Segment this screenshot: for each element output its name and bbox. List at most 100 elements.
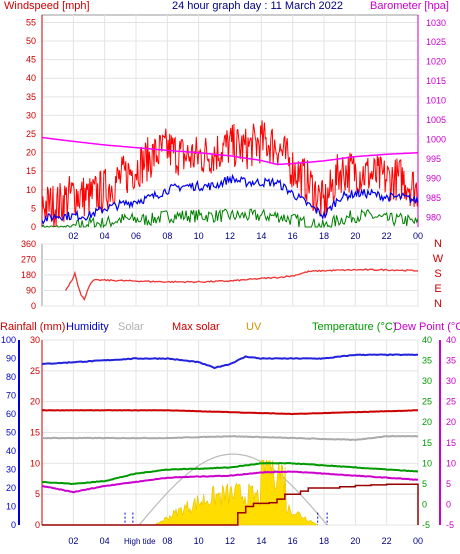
temp-tick-label: 5 [422, 479, 427, 489]
dew-tick-label: 35 [446, 356, 456, 366]
solar-header: Solar [118, 321, 144, 333]
wind-x-tick-label: 08 [162, 231, 172, 241]
rain-x-tick-label: 02 [68, 536, 78, 546]
baro-tick-label: 1015 [426, 76, 446, 86]
rain-tick-label: 10 [30, 458, 40, 468]
temp-tick-label: 20 [422, 417, 432, 427]
wind-tick-label: 10 [26, 185, 36, 195]
wind-x-tick-label: 02 [68, 231, 78, 241]
dew-tick-label: 5 [446, 479, 451, 489]
humidity-tick-label: 60 [6, 409, 16, 419]
wind-x-tick-label: 04 [100, 231, 110, 241]
humidity-tick-label: 30 [6, 465, 16, 475]
temp-tick-label: -5 [422, 520, 430, 530]
temp-tick-label: 10 [422, 458, 432, 468]
dew-tick-label: 10 [446, 458, 456, 468]
rainfall-header: Rainfall (mm) [0, 321, 65, 333]
temp-tick-label: 0 [422, 499, 427, 509]
wind-tick-label: 35 [26, 92, 36, 102]
temp-tick-label: 30 [422, 376, 432, 386]
max-solar-curve [138, 453, 328, 526]
humidity-tick-label: 90 [6, 354, 16, 364]
compass-label: N [434, 238, 442, 250]
baro-tick-label: 985 [426, 193, 441, 203]
wind-tick-label: 20 [26, 148, 36, 158]
compass-label: S [434, 268, 441, 280]
chart-title: 24 hour graph day : 11 March 2022 [172, 0, 343, 12]
wind-x-tick-label: 00 [413, 231, 423, 241]
wind-x-tick-label: 18 [319, 231, 329, 241]
dew-tick-label: -5 [446, 520, 454, 530]
wind-x-tick-label: 16 [288, 231, 298, 241]
wind-gust-series [41, 120, 419, 227]
baro-tick-label: 1005 [426, 115, 446, 125]
barometer-series [41, 136, 419, 166]
barometer-axis-title: Barometer [hpa] [370, 0, 449, 12]
dew-tick-label: 20 [446, 417, 456, 427]
solar-series [42, 434, 419, 442]
humidity-tick-label: 50 [6, 428, 16, 438]
humidity-tick-label: 100 [1, 335, 16, 345]
rain-x-tick-label: 20 [350, 536, 360, 546]
direction-tick-label: 90 [26, 286, 36, 296]
rain-tick-label: 20 [30, 397, 40, 407]
rain-tick-label: 30 [30, 335, 40, 345]
rain-tick-label: 0 [35, 520, 40, 530]
baro-tick-label: 990 [426, 173, 441, 183]
rain-x-tick-label: 14 [256, 536, 266, 546]
rain-x-tick-label: 00 [413, 536, 423, 546]
wind-tick-label: 0 [31, 222, 36, 232]
wind-x-tick-label: 20 [350, 231, 360, 241]
temp-tick-label: 40 [422, 335, 432, 345]
humidity-tick-label: 0 [11, 520, 16, 530]
baro-tick-label: 995 [426, 154, 441, 164]
temp-tick-label: 35 [422, 356, 432, 366]
wind-low-series [41, 208, 419, 229]
baro-tick-label: 1020 [426, 57, 446, 67]
solar-fill [153, 459, 318, 526]
baro-tick-label: 980 [426, 212, 441, 222]
wind-tick-label: 30 [26, 110, 36, 120]
direction-tick-label: 180 [21, 270, 36, 280]
rain-tick-label: 25 [30, 366, 40, 376]
baro-tick-label: 1000 [426, 134, 446, 144]
wind-tick-label: 15 [26, 166, 36, 176]
humidity-tick-label: 10 [6, 502, 16, 512]
humidity-tick-label: 20 [6, 483, 16, 493]
baro-tick-label: 1030 [426, 18, 446, 28]
dew-tick-label: 15 [446, 438, 456, 448]
wind-tick-label: 45 [26, 55, 36, 65]
compass-label: E [434, 283, 441, 295]
temp-tick-label: 15 [422, 438, 432, 448]
max-solar-header: Max solar [172, 321, 220, 333]
wind-x-tick-label: 14 [256, 231, 266, 241]
dew-tick-label: 0 [446, 499, 451, 509]
rain-x-tick-label: 10 [194, 536, 204, 546]
windspeed-axis-title: Windspeed [mph] [4, 0, 90, 12]
high-tide-label: High tide [124, 537, 156, 546]
rain-x-tick-label: 22 [382, 536, 392, 546]
rainfall-series [42, 483, 419, 526]
rain-x-tick-label: 08 [162, 536, 172, 546]
wind-x-tick-label: 22 [382, 231, 392, 241]
uv-header: UV [246, 321, 262, 333]
humidity-tick-label: 70 [6, 391, 16, 401]
dew-tick-label: 25 [446, 397, 456, 407]
direction-tick-label: 270 [21, 255, 36, 265]
compass-label: N [434, 298, 442, 310]
direction-tick-label: 360 [21, 239, 36, 249]
baro-tick-label: 1025 [426, 37, 446, 47]
humidity-tick-label: 40 [6, 446, 16, 456]
wind-speed-series [41, 173, 419, 225]
humidity-tick-label: 80 [6, 372, 16, 382]
wind-tick-label: 25 [26, 129, 36, 139]
baro-tick-label: 1010 [426, 96, 446, 106]
wind-tick-label: 5 [31, 203, 36, 213]
temp-tick-label: 25 [422, 397, 432, 407]
dew-tick-label: 30 [446, 376, 456, 386]
rain-x-tick-label: 12 [225, 536, 235, 546]
rain-x-tick-label: 04 [100, 536, 110, 546]
rain-tick-label: 15 [30, 428, 40, 438]
